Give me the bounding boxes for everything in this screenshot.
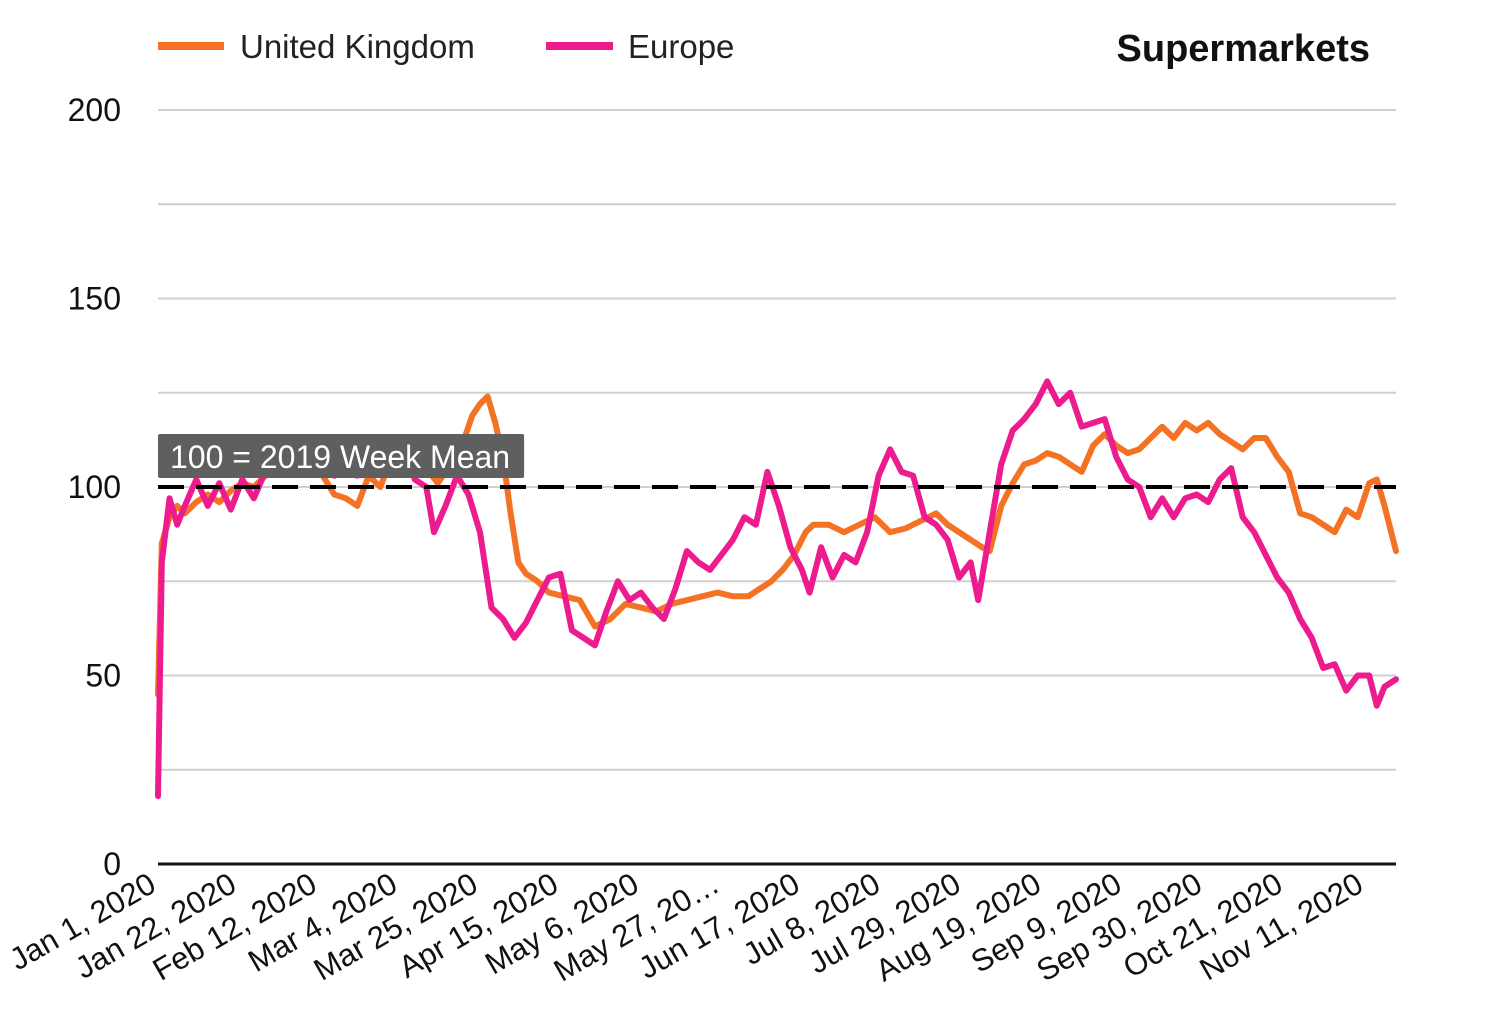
- legend: United Kingdom Europe: [158, 28, 734, 65]
- y-tick-label: 50: [85, 658, 121, 694]
- reference-label-box: [158, 434, 525, 478]
- series-line-united-kingdom: [155, 393, 1399, 698]
- y-tick-label: 100: [68, 469, 121, 505]
- legend-label-europe: Europe: [628, 28, 734, 65]
- legend-label-united-kingdom: United Kingdom: [240, 28, 475, 65]
- y-tick-label: 0: [103, 846, 121, 882]
- chart-title: Supermarkets: [1117, 28, 1370, 70]
- y-tick-label: 200: [68, 92, 121, 128]
- y-axis-ticks: 0 50 100 150 200: [68, 92, 121, 882]
- reference-layer: 100 = 2019 Week Mean: [158, 434, 1396, 489]
- reference-label: 100 = 2019 Week Mean: [170, 439, 510, 475]
- y-tick-label: 150: [68, 281, 121, 317]
